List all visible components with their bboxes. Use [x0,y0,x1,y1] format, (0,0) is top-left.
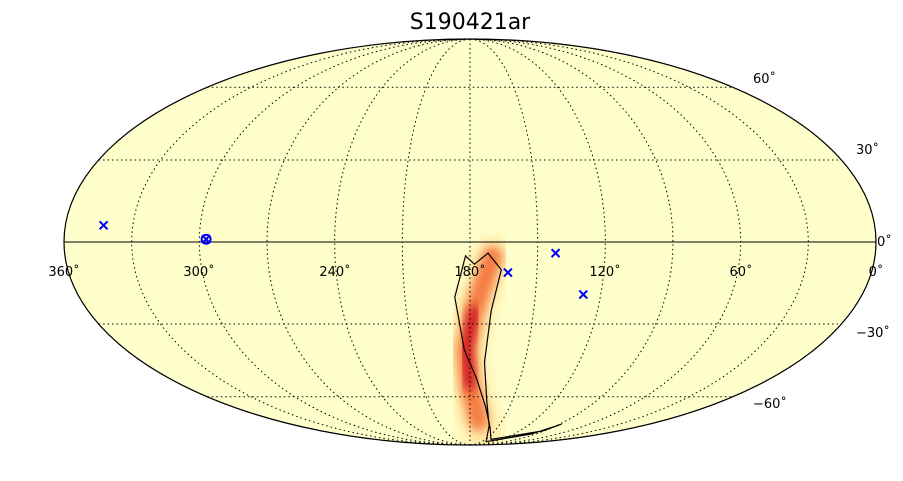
lon-tick-360: 360˚ [48,264,79,280]
longitude-tick-labels: 360˚ 300˚ 240˚ 180˚ 120˚ 60˚ 0˚ [48,264,883,280]
marker-layer [98,220,589,300]
probability-peak [461,305,480,391]
latitude-tick-labels: 60˚ 30˚ 0˚ −30˚ −60˚ [753,71,892,412]
sky-outline [63,38,877,446]
lat-tick-60: 60˚ [753,71,776,87]
meridian-line [469,39,606,445]
source-marker [503,267,513,278]
probability-contours [454,252,562,443]
source-marker [550,248,561,258]
lon-tick-120: 120˚ [589,264,620,280]
meridian-line [334,39,471,445]
lon-tick-180: 180˚ [454,264,485,280]
lon-tick-300: 300˚ [183,264,214,280]
credible-region-contour [454,252,562,443]
lon-tick-0: 0˚ [869,264,884,280]
lat-tick-m60: −60˚ [753,396,787,412]
lon-tick-240: 240˚ [319,264,350,280]
meridian-line [131,39,471,445]
probability-heatmap [449,238,510,445]
source-marker [578,289,589,300]
source-marker [98,220,109,231]
lat-tick-0: 0˚ [877,234,892,250]
source-marker [200,233,212,245]
map-title: S190421ar [410,10,531,35]
lat-tick-m30: −30˚ [856,325,890,341]
lat-tick-30: 30˚ [856,142,879,158]
lon-tick-60: 60˚ [729,264,752,280]
